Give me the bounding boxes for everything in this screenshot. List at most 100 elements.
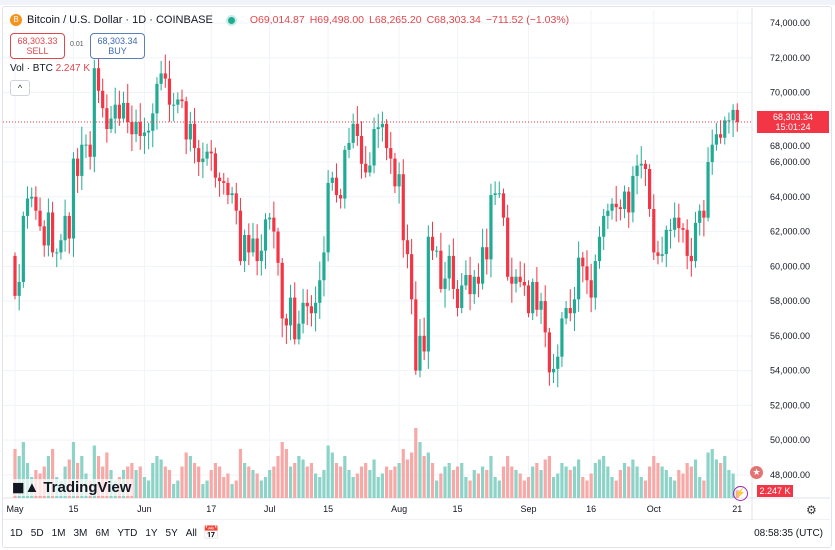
price-chart[interactable]: 74,000.00 72,000.00 70,000.00 68,000.00 66,0… xyxy=(0,0,835,520)
range-5y[interactable]: 5Y xyxy=(165,528,178,539)
ohlc-high: H69,498.00 xyxy=(309,14,365,26)
candle-body xyxy=(422,335,426,352)
x-tick-label: May xyxy=(6,504,24,514)
lightning-icon[interactable]: ⚡ xyxy=(733,486,748,501)
candle-body xyxy=(714,134,718,145)
candle-body xyxy=(334,177,339,196)
candle-body xyxy=(731,109,735,121)
volume-bar xyxy=(105,452,109,498)
candle-body xyxy=(681,228,685,230)
y-tick-label: 66,000.00 xyxy=(770,157,810,167)
volume-bar xyxy=(272,466,276,498)
candle-body xyxy=(439,250,443,289)
candle-body xyxy=(723,120,727,138)
candle-body xyxy=(134,122,138,135)
volume-bar xyxy=(330,452,334,498)
candle-body xyxy=(460,285,464,309)
volume-bar xyxy=(497,480,501,498)
volume-bar xyxy=(309,463,314,498)
x-tick-label: 21 xyxy=(732,504,742,514)
volume-bar xyxy=(155,456,159,498)
candle-body xyxy=(376,127,380,130)
candle-body xyxy=(627,191,631,213)
x-tick-label: Sep xyxy=(521,504,537,514)
x-tick-label: Jul xyxy=(264,504,276,514)
volume-bar xyxy=(92,445,96,498)
go-to-date-calendar-icon[interactable]: 📅 xyxy=(203,525,220,540)
candle-body xyxy=(80,144,84,176)
buy-button[interactable]: 68,303.34 BUY xyxy=(90,33,145,59)
volume-bar xyxy=(259,480,263,498)
settings-gear-icon[interactable]: ⚙ xyxy=(806,503,817,517)
tradingview-logo[interactable]: ◼▲ TradingView xyxy=(10,479,134,496)
candle-body xyxy=(693,222,698,262)
candle-body xyxy=(234,193,238,211)
candle-body xyxy=(309,306,314,314)
sell-button[interactable]: 68,303.33 SELL xyxy=(10,33,65,59)
volume-bar xyxy=(426,452,430,498)
volume-bar xyxy=(597,459,602,498)
volume-bar xyxy=(723,456,727,498)
candle-body xyxy=(597,236,602,262)
y-tick-label: 56,000.00 xyxy=(770,331,810,341)
volume-bar xyxy=(380,473,384,498)
range-5d[interactable]: 5D xyxy=(30,528,44,539)
volume-bar xyxy=(372,459,376,498)
symbol-title[interactable]: Bitcoin / U.S. Dollar · 1D · COINBASE xyxy=(27,14,213,26)
volume-bar xyxy=(627,466,631,498)
volume-bar xyxy=(351,477,355,498)
candle-body xyxy=(718,134,723,138)
candle-body xyxy=(192,123,197,149)
volume-bar xyxy=(163,466,167,498)
candle-body xyxy=(255,238,259,262)
utc-clock[interactable]: 08:58:35 (UTC) xyxy=(754,528,823,539)
volume-bar xyxy=(710,449,714,498)
x-tick-label: 15 xyxy=(453,504,463,514)
volume-tag: 2.247 K xyxy=(757,485,793,497)
range-1m[interactable]: 1M xyxy=(51,528,66,539)
candle-body xyxy=(547,332,551,373)
range-all[interactable]: All xyxy=(185,528,197,539)
volume-bar xyxy=(660,466,664,498)
volume-bar xyxy=(443,466,447,498)
candle-body xyxy=(213,153,217,178)
volume-bar xyxy=(172,484,176,498)
range-1y[interactable]: 1Y xyxy=(145,528,158,539)
candle-body xyxy=(501,193,506,218)
x-tick-label: 15 xyxy=(323,504,333,514)
collapse-legend-button[interactable]: ^ xyxy=(10,80,30,96)
candle-body xyxy=(126,102,130,123)
range-6m[interactable]: 6M xyxy=(95,528,110,539)
volume-bar xyxy=(17,456,21,498)
volume-bar xyxy=(593,463,597,498)
volume-bar xyxy=(610,477,614,498)
volume-bar xyxy=(288,466,293,498)
range-3m[interactable]: 3M xyxy=(73,528,88,539)
candle-body xyxy=(305,302,309,307)
volume-bar xyxy=(67,459,71,498)
us-flag-icon[interactable]: ★ xyxy=(750,466,763,479)
range-ytd[interactable]: YTD xyxy=(117,528,138,539)
candle-body xyxy=(506,217,510,277)
volume-bar xyxy=(255,473,259,498)
range-1d[interactable]: 1D xyxy=(10,528,23,539)
volume-bar xyxy=(167,470,172,498)
candle-body xyxy=(531,281,535,314)
volume-bar xyxy=(389,470,393,498)
volume-value: 2.247 K xyxy=(55,63,91,74)
volume-bar xyxy=(464,477,468,498)
candle-body xyxy=(142,132,147,136)
candle-body xyxy=(443,278,447,289)
volume-bar xyxy=(472,470,476,498)
volume-bar xyxy=(297,456,301,498)
candle-body xyxy=(217,177,222,182)
volume-bar xyxy=(435,480,439,498)
volume-bar xyxy=(648,466,652,498)
candle-body xyxy=(50,212,55,253)
volume-bar xyxy=(673,480,677,498)
candle-body xyxy=(293,297,297,340)
volume-bar xyxy=(147,480,151,498)
volume-bar xyxy=(301,459,305,498)
candle-body xyxy=(176,99,180,105)
candle-body xyxy=(389,148,393,159)
